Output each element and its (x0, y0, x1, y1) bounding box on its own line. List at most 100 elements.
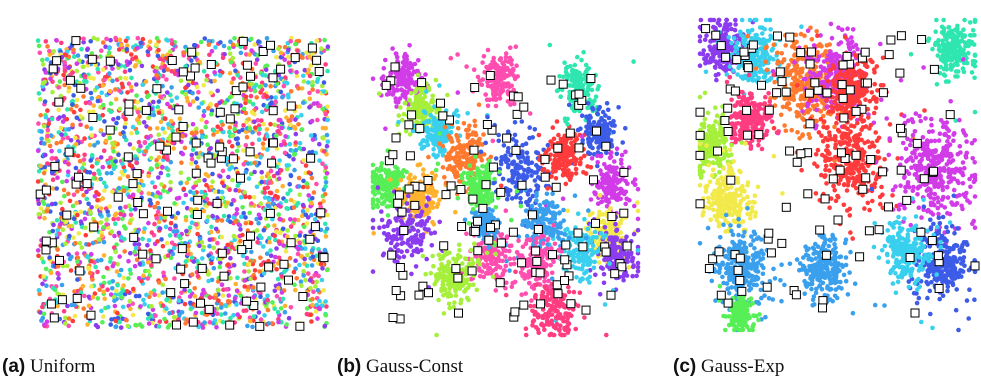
data-point (195, 164, 200, 170)
data-point (400, 240, 406, 246)
data-point (267, 236, 272, 241)
data-point (235, 73, 241, 78)
data-point (82, 78, 87, 84)
data-point (38, 206, 44, 211)
data-point (437, 141, 442, 146)
data-point (433, 173, 438, 178)
data-point (97, 287, 102, 293)
data-point (298, 279, 304, 285)
data-point (217, 264, 223, 270)
data-point (468, 156, 474, 161)
data-point (207, 243, 212, 249)
data-point (604, 150, 609, 156)
data-point (268, 168, 274, 174)
center-marker (242, 296, 252, 306)
data-point (63, 241, 68, 247)
data-point (244, 134, 250, 140)
data-point (276, 72, 282, 78)
data-point (503, 159, 509, 165)
data-point (391, 228, 396, 233)
data-point (550, 125, 556, 130)
data-point (440, 153, 446, 158)
data-point (275, 309, 281, 315)
data-point (208, 101, 213, 107)
data-point (212, 78, 217, 84)
data-point (168, 159, 174, 165)
data-point (252, 268, 258, 273)
data-point (459, 145, 465, 150)
data-point (191, 42, 197, 48)
data-point (381, 224, 387, 229)
data-point (611, 118, 616, 124)
data-point (60, 263, 66, 269)
data-point (265, 297, 270, 303)
data-point (90, 294, 96, 300)
data-point (242, 284, 247, 289)
data-point (137, 322, 143, 327)
data-point (305, 252, 310, 258)
data-point (481, 54, 487, 59)
data-point (551, 136, 557, 142)
data-point (421, 109, 427, 114)
data-point (297, 262, 302, 268)
data-point (55, 175, 60, 180)
data-point (563, 164, 568, 169)
data-point (418, 141, 423, 147)
data-point (145, 276, 151, 281)
data-point (308, 312, 314, 318)
data-point (532, 127, 538, 132)
data-point (583, 62, 589, 68)
data-point (561, 136, 566, 141)
data-point (233, 219, 239, 224)
data-point (370, 197, 376, 202)
data-point (325, 212, 330, 218)
data-point (125, 174, 131, 179)
data-point (566, 102, 572, 108)
data-point (312, 133, 317, 138)
data-point (595, 153, 600, 159)
data-point (139, 63, 145, 69)
data-point (323, 234, 329, 239)
data-point (435, 153, 440, 158)
data-point (209, 48, 215, 54)
data-point (496, 132, 501, 138)
data-point (74, 251, 80, 256)
data-point (606, 115, 612, 121)
data-point (254, 154, 259, 159)
data-point (491, 59, 496, 64)
data-point (276, 285, 281, 291)
data-point (292, 282, 297, 288)
data-point (120, 161, 125, 167)
data-point (211, 265, 217, 271)
data-point (482, 69, 487, 75)
data-point (412, 61, 418, 67)
data-point (132, 263, 138, 269)
data-point (110, 162, 116, 168)
data-point (576, 79, 581, 85)
data-point (162, 63, 168, 69)
data-point (132, 242, 138, 247)
data-point (136, 276, 142, 281)
data-point (74, 61, 80, 66)
data-point (586, 87, 591, 93)
data-point (304, 181, 310, 186)
data-point (150, 64, 156, 69)
data-point (379, 209, 384, 214)
data-point (230, 42, 236, 47)
data-point (55, 247, 60, 252)
data-point (251, 314, 257, 319)
data-point (256, 310, 262, 315)
data-point (102, 119, 107, 124)
data-point (300, 202, 306, 208)
data-point (176, 195, 182, 201)
data-point (473, 132, 478, 137)
data-point (226, 214, 232, 219)
data-point (298, 253, 304, 259)
data-point (107, 204, 113, 209)
data-point (263, 83, 268, 88)
data-point (324, 226, 330, 232)
data-point (306, 67, 311, 73)
data-point (408, 244, 414, 249)
data-point (185, 99, 190, 104)
data-point (54, 140, 59, 146)
